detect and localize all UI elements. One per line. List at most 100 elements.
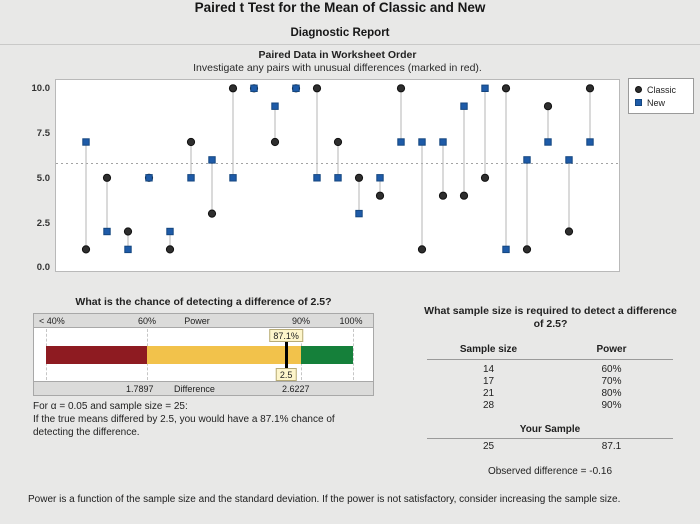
classic-data-point	[165, 245, 175, 254]
observed-difference-note: Observed difference = -0.16	[487, 466, 613, 477]
new-data-point	[334, 174, 342, 182]
power-chart-title: What is the chance of detecting a differ…	[75, 296, 332, 308]
new-data-point	[250, 84, 258, 92]
legend-item-classic: Classic	[635, 83, 688, 96]
new-data-point	[82, 138, 90, 146]
power-scale-header: < 40% 60% Power 90% 100%	[34, 314, 373, 328]
power-scale-label: 100%	[339, 315, 363, 326]
classic-data-point	[354, 173, 364, 182]
classic-data-point	[270, 137, 280, 147]
sample-size-table: Sample size Power 14 60% 17 70% 21 80% 28 90%	[427, 343, 673, 412]
new-data-point	[229, 174, 237, 182]
y-tick-label: 0.0	[36, 262, 50, 274]
power-explanation: If the true means differed by 2.5, you w…	[33, 414, 335, 438]
new-data-point	[103, 227, 111, 236]
new-data-point	[187, 174, 195, 182]
power-scale-label: 60%	[137, 315, 157, 326]
y-tick-label: 2.5	[36, 217, 50, 229]
classic-data-point	[81, 245, 91, 254]
new-data-point	[271, 102, 279, 110]
power-value-callout: 87.1%	[269, 329, 303, 342]
your-sample-power: 87.1	[601, 441, 622, 452]
power-cell: 90%	[601, 400, 622, 411]
power-cell: 60%	[601, 364, 622, 375]
power-scale-label: < 40%	[39, 315, 65, 326]
new-data-point	[376, 174, 384, 182]
new-data-point	[523, 156, 531, 164]
your-sample-header: Your Sample	[427, 424, 673, 439]
paired-scatter-plot	[55, 79, 620, 272]
report-footnote: Power is a function of the sample size a…	[28, 494, 621, 505]
classic-data-point	[459, 191, 469, 200]
paired-scatter-svg	[56, 84, 619, 254]
difference-high-label: 2.6227	[282, 383, 310, 394]
new-data-point	[124, 245, 132, 254]
difference-scale-footer: 1.7897 Difference 2.6227	[34, 381, 373, 395]
new-data-point	[565, 156, 573, 164]
legend-item-label: New	[647, 97, 666, 108]
classic-data-point	[396, 84, 406, 93]
new-data-point	[313, 174, 321, 182]
sample-size-cell: 14	[482, 364, 495, 375]
new-data-point	[397, 138, 405, 146]
legend-item-label: Classic	[647, 84, 677, 95]
circle-marker-icon	[635, 86, 642, 93]
power-bar-panel: < 40% 60% Power 90% 100% 87.1% 2.5 1.7897 Di…	[33, 313, 374, 396]
classic-data-point	[228, 84, 238, 93]
power-cell: 70%	[601, 376, 622, 387]
classic-data-point	[375, 191, 385, 200]
low-power-segment	[46, 346, 147, 364]
scale-gridline	[353, 329, 354, 380]
new-data-point	[208, 156, 216, 164]
power-scale-label: Power	[184, 315, 210, 326]
sample-size-cell: 21	[482, 388, 495, 399]
high-power-segment	[301, 346, 353, 364]
power-scale-label: 90%	[291, 315, 311, 326]
new-data-point	[418, 138, 426, 146]
classic-data-point	[564, 227, 574, 236]
y-tick-label: 5.0	[36, 172, 50, 184]
classic-data-point	[480, 173, 490, 182]
table-row: 21 80%	[427, 388, 673, 400]
new-data-point	[544, 138, 552, 146]
your-sample-size: 25	[482, 441, 495, 452]
power-marker-line	[284, 342, 288, 369]
report-subtitle: Diagnostic Report	[290, 27, 390, 39]
new-data-point	[439, 138, 447, 146]
difference-axis-title: Difference	[174, 383, 215, 394]
classic-data-point	[585, 84, 595, 93]
table-body: 14 60% 17 70% 21 80% 28 90%	[427, 360, 673, 412]
table-row: 28 90%	[427, 400, 673, 412]
sample-size-column-header: Sample size	[459, 344, 518, 355]
classic-data-point	[207, 209, 217, 218]
table-row: 14 60%	[427, 364, 673, 376]
new-data-point	[502, 245, 510, 254]
new-data-point	[460, 102, 468, 110]
classic-data-point	[333, 137, 343, 147]
classic-data-point	[417, 245, 427, 254]
scatter-subtitle: Investigate any pairs with unusual diffe…	[193, 62, 482, 74]
sample-size-cell: 28	[482, 400, 495, 411]
legend-item-new: New	[635, 96, 688, 109]
classic-data-point	[522, 245, 532, 254]
new-data-point	[481, 84, 489, 92]
power-bar-body: 87.1% 2.5	[34, 329, 373, 381]
power-column-header: Power	[596, 344, 627, 355]
classic-data-point	[438, 191, 448, 200]
power-cell: 80%	[601, 388, 622, 399]
classic-data-point	[543, 102, 553, 111]
classic-data-point	[102, 173, 112, 182]
square-marker-icon	[635, 99, 642, 106]
new-data-point	[166, 227, 174, 236]
new-data-point	[355, 209, 363, 218]
difference-value-callout: 2.5	[275, 368, 297, 381]
power-bar	[46, 346, 353, 364]
table-header-row: Sample size Power	[427, 343, 673, 360]
scatter-title: Paired Data in Worksheet Order	[258, 49, 417, 61]
new-data-point	[292, 84, 300, 92]
y-tick-label: 7.5	[36, 128, 50, 140]
plot-legend: Classic New	[628, 78, 694, 114]
alpha-note: For α = 0.05 and sample size = 25:	[33, 401, 188, 412]
classic-data-point	[186, 137, 196, 147]
medium-power-segment	[147, 346, 301, 364]
